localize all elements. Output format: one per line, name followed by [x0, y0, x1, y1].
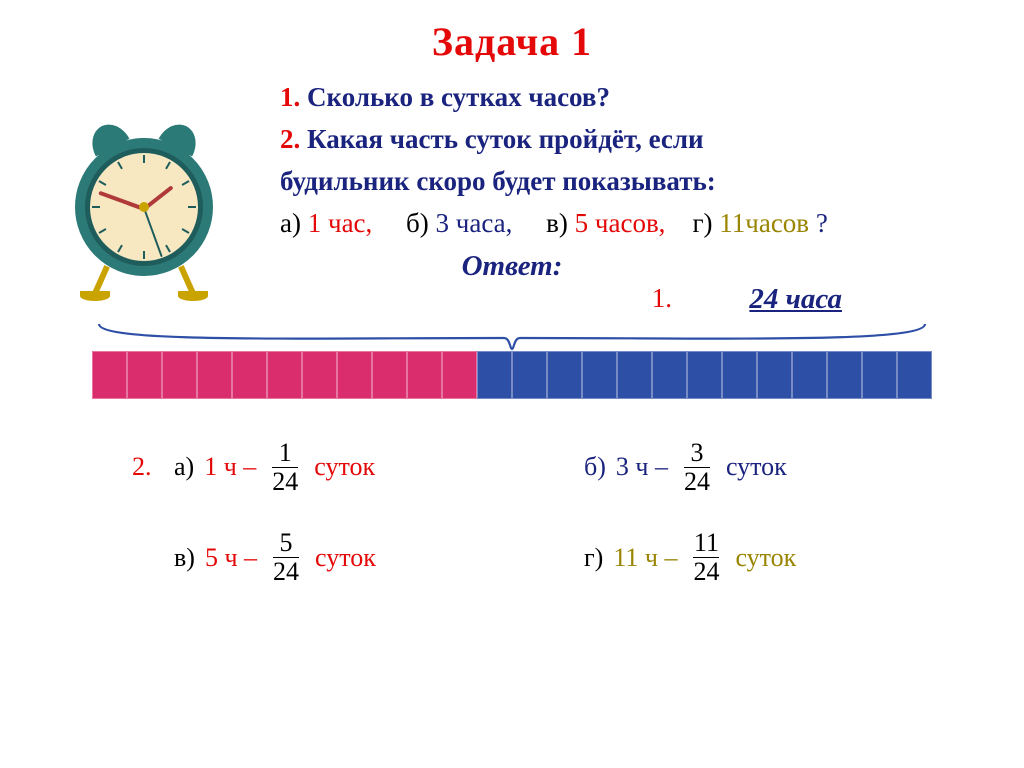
- part-v-suffix: суток: [315, 543, 376, 573]
- part-b: б) 3 ч – 3 24 суток: [512, 439, 922, 495]
- parts-grid: 2. a) 1 ч – 1 24 суток б) 3 ч – 3 24 сут…: [102, 439, 922, 585]
- content-area: 1. Сколько в сутках часов? 2. Какая част…: [0, 65, 1024, 586]
- opt-g-letter: г): [692, 208, 712, 238]
- answer-row: 1. 24 часа: [102, 283, 922, 327]
- opt-b-letter: б): [406, 208, 429, 238]
- bar-cell: [792, 351, 827, 399]
- page-title: Задача 1: [0, 0, 1024, 65]
- bar-cell: [162, 351, 197, 399]
- bar-cell: [337, 351, 372, 399]
- bar-cell: [372, 351, 407, 399]
- part-v-time: 5 ч –: [205, 543, 257, 573]
- clock-center-dot: [139, 202, 149, 212]
- opt-v-value: 5 часов,: [575, 208, 666, 238]
- part-b-time: 3 ч –: [616, 452, 668, 482]
- frac-den: 24: [272, 468, 298, 495]
- bar-cell: [722, 351, 757, 399]
- q1-text: Сколько в сутках часов?: [307, 82, 610, 112]
- part-b-fraction: 3 24: [684, 439, 710, 495]
- bar-cell: [197, 351, 232, 399]
- bar-cell: [302, 351, 337, 399]
- part-v-fraction: 5 24: [273, 529, 299, 585]
- opt-v-letter: в): [546, 208, 568, 238]
- clock-face: [90, 153, 198, 261]
- frac-num: 11: [694, 529, 719, 556]
- part-a-suffix: суток: [314, 452, 375, 482]
- bar-cell: [757, 351, 792, 399]
- opt-b-value: 3 часа,: [436, 208, 513, 238]
- bar-cell: [407, 351, 442, 399]
- part-v: в) 5 ч – 5 24 суток: [102, 529, 512, 585]
- part-a-letter: a): [174, 452, 194, 482]
- answer-1-value: 24 часа: [749, 283, 842, 316]
- frac-num: 1: [279, 439, 292, 466]
- bar-cell: [897, 351, 932, 399]
- parts-lead-number: 2.: [132, 452, 164, 482]
- part-b-letter: б): [584, 452, 606, 482]
- bar-cell: [547, 351, 582, 399]
- part-g: г) 11 ч – 11 24 суток: [512, 529, 922, 585]
- part-b-suffix: суток: [726, 452, 787, 482]
- bar-cell: [582, 351, 617, 399]
- bar-cell: [617, 351, 652, 399]
- bar-cell: [267, 351, 302, 399]
- bar-cell: [92, 351, 127, 399]
- clock-minute-hand: [98, 191, 144, 211]
- bar-cell: [127, 351, 162, 399]
- frac-den: 24: [273, 558, 299, 585]
- clock-body: [75, 138, 213, 276]
- bar-cell: [442, 351, 477, 399]
- opt-g-value: 11часов: [719, 208, 809, 238]
- bar-cell: [827, 351, 862, 399]
- frac-den: 24: [693, 558, 719, 585]
- part-a: 2. a) 1 ч – 1 24 суток: [102, 439, 512, 495]
- part-g-fraction: 11 24: [693, 529, 719, 585]
- answer-1-number: 1.: [652, 283, 672, 314]
- bar-cell: [862, 351, 897, 399]
- bar-cell: [512, 351, 547, 399]
- bar-cell: [232, 351, 267, 399]
- part-g-suffix: суток: [735, 543, 796, 573]
- segment-bar: [92, 351, 932, 399]
- part-g-letter: г): [584, 543, 603, 573]
- opt-qmark: ?: [816, 208, 828, 238]
- bar-cell: [652, 351, 687, 399]
- q2-number: 2.: [280, 124, 300, 154]
- clock-second-hand: [143, 208, 163, 258]
- bar-cell: [687, 351, 722, 399]
- bar-cell: [477, 351, 512, 399]
- part-v-letter: в): [174, 543, 195, 573]
- frac-den: 24: [684, 468, 710, 495]
- q3-text: будильник скоро будет показывать:: [280, 166, 716, 196]
- question-block: 1. Сколько в сутках часов? 2. Какая част…: [280, 65, 984, 244]
- opt-a-value: 1 час,: [308, 208, 373, 238]
- part-a-fraction: 1 24: [272, 439, 298, 495]
- part-g-time: 11 ч –: [613, 543, 677, 573]
- frac-num: 3: [690, 439, 703, 466]
- q2-text: Какая часть суток пройдёт, если: [307, 124, 704, 154]
- q1-number: 1.: [280, 82, 300, 112]
- part-a-time: 1 ч –: [204, 452, 256, 482]
- opt-a-letter: a): [280, 208, 301, 238]
- q4-options: a) 1 час, б) 3 часа, в) 5 часов, г) 11ча…: [280, 203, 984, 245]
- frac-num: 5: [280, 529, 293, 556]
